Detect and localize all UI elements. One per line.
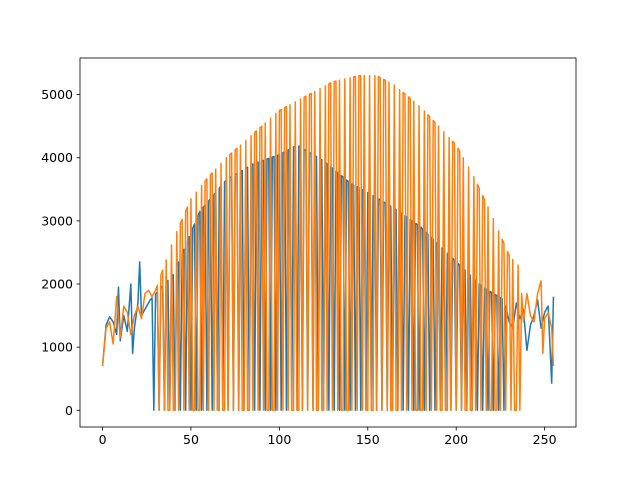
x-tick-label: 200 xyxy=(444,432,468,447)
y-tick-label: 4000 xyxy=(41,150,73,165)
x-tick-label: 100 xyxy=(267,432,291,447)
y-tick-label: 1000 xyxy=(41,340,73,355)
y-tick-label: 3000 xyxy=(41,213,73,228)
x-tick-label: 0 xyxy=(99,432,107,447)
y-tick-label: 2000 xyxy=(41,277,73,292)
series-line-2 xyxy=(101,74,555,412)
x-tick-label: 250 xyxy=(533,432,557,447)
axes-frame xyxy=(79,57,577,428)
y-tick-label: 0 xyxy=(65,403,73,418)
x-tick-label: 50 xyxy=(183,432,199,447)
y-tick-label: 5000 xyxy=(41,87,73,102)
x-axis: 0 50 100 150 200 250 xyxy=(99,427,557,447)
y-axis: 0 1000 2000 3000 4000 5000 xyxy=(41,87,80,418)
series-layer xyxy=(101,74,555,412)
x-tick-label: 150 xyxy=(356,432,380,447)
